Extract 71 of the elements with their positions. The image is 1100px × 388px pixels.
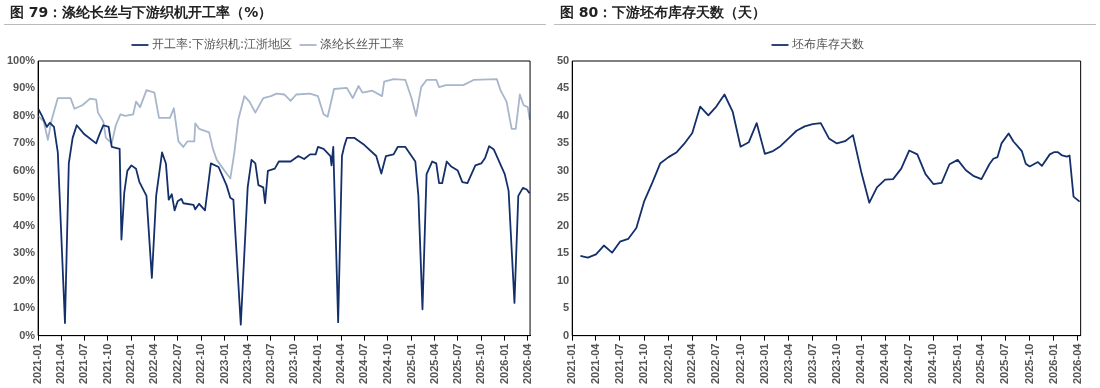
- y-tick-label: 20: [556, 218, 570, 231]
- x-tick-label: 2024-04: [878, 342, 891, 385]
- x-tick-label: 2025-10: [1022, 343, 1035, 385]
- x-tick-label: 2023-01: [757, 343, 770, 385]
- y-tick-label: 5: [563, 301, 570, 314]
- y-tick-label: 10: [556, 273, 570, 286]
- x-tick-label: 2025-04: [974, 342, 987, 385]
- x-tick-label: 2022-10: [733, 343, 746, 385]
- chart-title: 图 80：下游坯布库存天数（天）: [554, 0, 1096, 25]
- y-tick-label: 50: [556, 54, 570, 67]
- y-tick-label: 50%: [13, 191, 36, 204]
- x-tick-label: 2023-07: [805, 343, 818, 385]
- x-tick-label: 2023-04: [781, 342, 794, 385]
- x-tick-label: 2022-07: [170, 343, 183, 385]
- x-tick-label: 2023-07: [263, 343, 276, 385]
- y-tick-label: 0: [563, 328, 570, 341]
- x-tick-label: 2022-07: [709, 343, 722, 385]
- x-tick-label: 2025-01: [404, 343, 417, 385]
- x-tick-label: 2024-07: [902, 343, 915, 385]
- y-tick-label: 15: [556, 246, 570, 259]
- x-tick-label: 2024-04: [334, 342, 347, 385]
- legend-label: 坯布库存天数: [791, 37, 864, 52]
- x-tick-label: 2025-04: [427, 342, 440, 385]
- x-tick-label: 2026-01: [1047, 343, 1060, 385]
- legend-label: 涤纶长丝开工率: [320, 37, 405, 52]
- x-tick-label: 2021-07: [77, 343, 90, 385]
- x-tick-label: 2022-04: [685, 342, 698, 385]
- y-tick-label: 60%: [13, 163, 36, 176]
- x-tick-label: 2024-10: [926, 343, 939, 385]
- x-tick-label: 2025-07: [450, 343, 463, 385]
- x-tick-label: 2023-10: [287, 343, 300, 385]
- x-tick-label: 2024-01: [854, 343, 867, 385]
- y-tick-label: 30: [556, 163, 570, 176]
- x-tick-label: 2025-10: [474, 343, 487, 385]
- y-tick-label: 30%: [13, 246, 36, 259]
- x-tick-label: 2021-01: [31, 343, 44, 385]
- y-tick-label: 25: [556, 191, 570, 204]
- x-tick-label: 2023-10: [829, 343, 842, 385]
- y-tick-label: 90%: [13, 81, 36, 94]
- x-tick-label: 2021-01: [565, 343, 578, 385]
- y-tick-label: 45: [556, 81, 570, 94]
- y-tick-label: 0%: [19, 328, 36, 341]
- x-tick-label: 2022-01: [124, 343, 137, 385]
- y-tick-label: 35: [556, 136, 570, 149]
- x-tick-label: 2026-01: [497, 343, 510, 385]
- x-tick-label: 2021-04: [54, 342, 67, 385]
- x-tick-label: 2023-01: [217, 343, 230, 385]
- x-tick-label: 2025-07: [998, 343, 1011, 385]
- x-tick-label: 2021-10: [100, 343, 113, 385]
- x-tick-label: 2026-04: [1070, 342, 1083, 385]
- x-tick-label: 2021-04: [589, 342, 602, 385]
- y-tick-label: 70%: [13, 136, 36, 149]
- y-tick-label: 40%: [13, 218, 36, 231]
- y-tick-label: 100%: [6, 54, 36, 67]
- chart-title: 图 79：涤纶长丝与下游织机开工率（%）: [4, 0, 546, 25]
- y-tick-label: 10%: [13, 301, 36, 314]
- x-tick-label: 2022-04: [147, 342, 160, 385]
- legend-label: 开工率:下游织机:江浙地区: [151, 37, 293, 52]
- y-tick-label: 40: [556, 108, 570, 121]
- x-tick-label: 2024-10: [381, 343, 393, 385]
- x-tick-label: 2022-10: [194, 343, 207, 385]
- x-tick-label: 2023-04: [240, 342, 253, 385]
- x-tick-label: 2026-04: [520, 342, 533, 385]
- y-tick-label: 80%: [13, 108, 36, 121]
- x-tick-label: 2025-01: [950, 343, 963, 385]
- x-tick-label: 2022-01: [661, 343, 674, 385]
- x-tick-label: 2024-01: [310, 343, 323, 385]
- y-tick-label: 20%: [13, 273, 36, 286]
- x-tick-label: 2021-07: [613, 343, 626, 385]
- x-tick-label: 2024-07: [357, 343, 370, 385]
- x-tick-label: 2021-10: [637, 343, 650, 385]
